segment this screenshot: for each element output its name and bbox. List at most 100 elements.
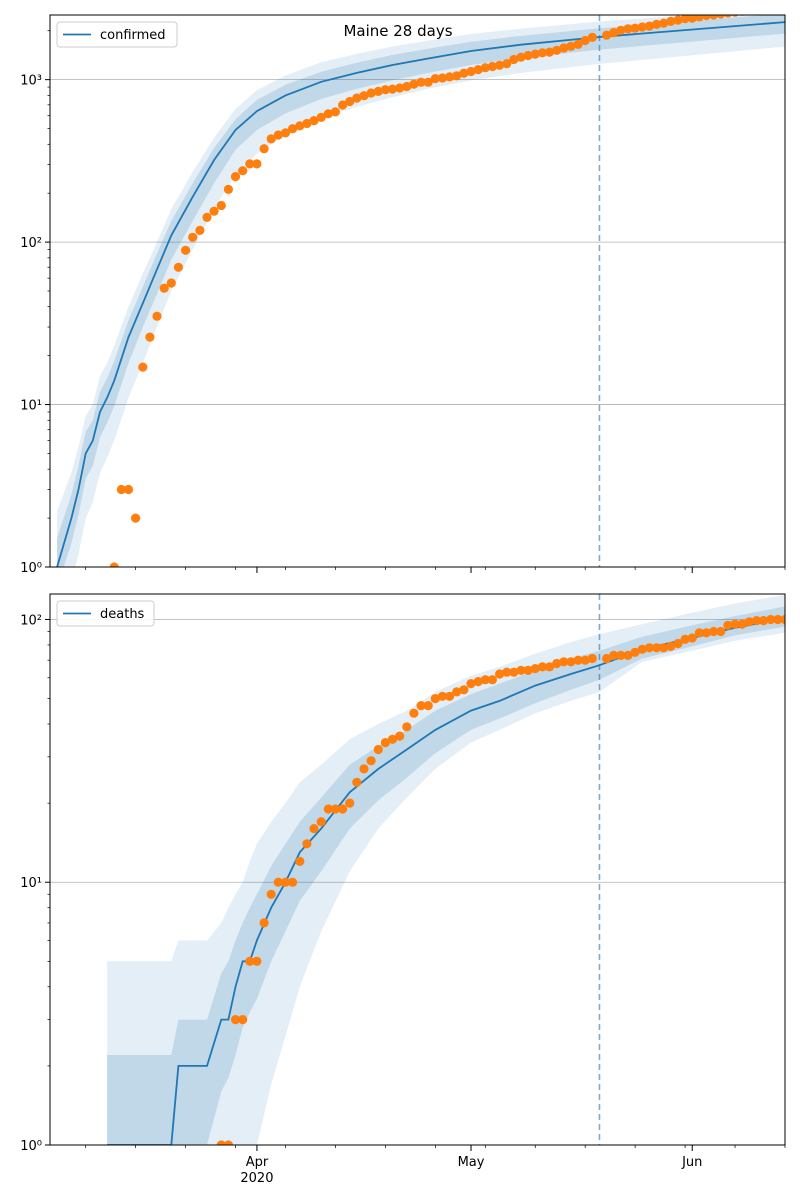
observed-point	[716, 15, 726, 19]
observed-point	[195, 225, 205, 235]
observed-point	[459, 68, 469, 78]
observed-point	[495, 669, 505, 679]
observed-point	[209, 206, 219, 216]
observed-point	[138, 362, 148, 372]
legend-label: deaths	[100, 607, 145, 622]
observed-point	[309, 824, 319, 834]
observed-point	[159, 283, 169, 293]
observed-point	[466, 679, 476, 689]
observed-point	[637, 644, 647, 654]
observed-point	[266, 889, 276, 899]
observed-point	[552, 658, 562, 669]
observed-point	[380, 738, 390, 748]
observed-point	[666, 641, 676, 652]
observed-point	[630, 23, 640, 33]
observed-point	[359, 91, 369, 101]
observed-point	[131, 513, 141, 523]
observed-point	[387, 84, 398, 94]
observed-point	[330, 107, 340, 117]
observed-point	[452, 687, 462, 697]
observed-point	[544, 47, 555, 57]
observed-point	[430, 74, 440, 84]
observed-point	[302, 839, 312, 849]
observed-point	[487, 675, 497, 685]
observed-point	[323, 109, 333, 119]
observed-point	[616, 650, 626, 661]
observed-point	[480, 675, 490, 685]
observed-point	[309, 116, 319, 126]
observed-point	[573, 39, 583, 50]
observed-point	[223, 1140, 233, 1145]
observed-point	[502, 59, 512, 69]
figure-title: Maine 28 days	[343, 22, 452, 40]
observed-point	[223, 184, 233, 194]
observed-point	[687, 633, 697, 643]
observed-point	[366, 88, 376, 98]
observed-point	[566, 657, 576, 667]
observed-point	[409, 708, 419, 718]
observed-point	[437, 691, 448, 701]
observed-point	[623, 650, 633, 661]
observed-point	[152, 311, 162, 321]
observed-point	[273, 130, 283, 140]
observed-point	[416, 701, 426, 711]
observed-point	[338, 100, 348, 110]
observed-point	[744, 617, 754, 627]
outer-uncertainty-band	[57, 15, 785, 567]
y-tick-label: 10²	[20, 236, 42, 251]
observed-point	[480, 63, 490, 73]
observed-point	[587, 32, 597, 43]
observed-point	[609, 650, 619, 661]
observed-point	[730, 619, 740, 629]
observed-point	[523, 50, 533, 61]
observed-point	[437, 73, 448, 83]
observed-point	[580, 655, 590, 665]
x-tick-label: May	[458, 1155, 485, 1170]
observed-point	[252, 159, 262, 169]
fit-line	[107, 617, 785, 1145]
observed-point	[380, 85, 390, 95]
observed-point	[766, 614, 776, 625]
observed-point	[530, 49, 540, 59]
observed-point	[487, 61, 497, 72]
observed-point	[173, 262, 183, 272]
fit-line	[56, 21, 785, 567]
observed-point	[288, 877, 298, 887]
observed-point	[466, 66, 476, 77]
observed-point	[652, 19, 662, 29]
observed-point	[773, 614, 783, 625]
observed-point	[166, 278, 176, 288]
observed-point	[580, 35, 590, 46]
legend-label: confirmed	[100, 28, 166, 43]
observed-point	[737, 619, 747, 629]
observed-point	[387, 734, 398, 744]
y-tick-label: 10³	[20, 74, 42, 89]
observed-point	[644, 21, 655, 31]
legend-box	[56, 21, 178, 48]
observed-point	[423, 701, 433, 711]
observed-point	[188, 232, 198, 242]
observed-point	[366, 756, 376, 766]
observed-point	[395, 83, 405, 93]
observed-point	[452, 71, 462, 81]
observed-point	[302, 118, 312, 129]
observed-point	[780, 614, 785, 625]
observed-point	[630, 647, 640, 657]
observed-point	[280, 877, 291, 887]
observed-point	[552, 45, 562, 55]
legend: deaths	[56, 600, 155, 627]
plot-area	[50, 594, 785, 1145]
observed-point	[409, 79, 419, 89]
observed-point	[509, 54, 519, 65]
observed-point	[316, 112, 326, 122]
observed-point	[523, 665, 533, 676]
observed-point	[537, 662, 548, 672]
observed-point	[673, 638, 683, 649]
x-tick-label: Apr	[246, 1155, 269, 1170]
observed-point	[238, 1015, 248, 1025]
observed-point	[473, 677, 483, 687]
observed-point	[701, 15, 712, 21]
observed-point	[516, 665, 526, 676]
